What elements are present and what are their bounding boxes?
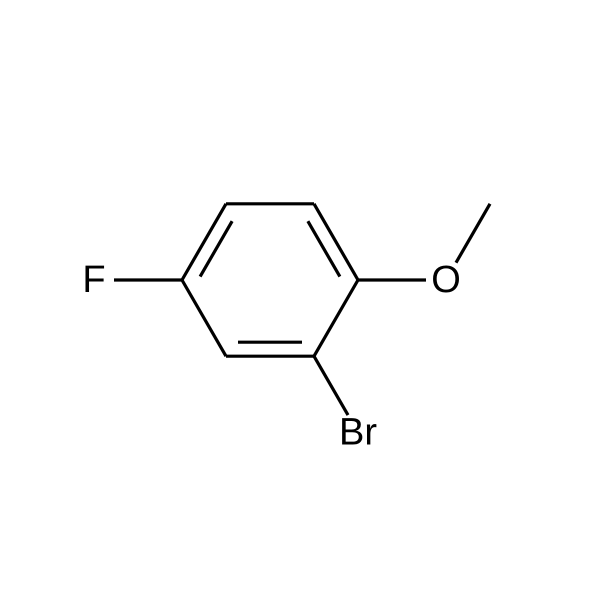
bond xyxy=(314,280,358,356)
atom-label-br: Br xyxy=(339,411,377,453)
atom-label-f: F xyxy=(82,259,105,301)
bond-inner xyxy=(308,221,340,276)
bond xyxy=(182,280,226,356)
bond xyxy=(314,356,348,415)
atom-label-o: O xyxy=(431,259,461,301)
molecule-canvas: O Br F xyxy=(0,0,600,600)
bond xyxy=(456,204,490,263)
bond-inner xyxy=(200,221,232,276)
